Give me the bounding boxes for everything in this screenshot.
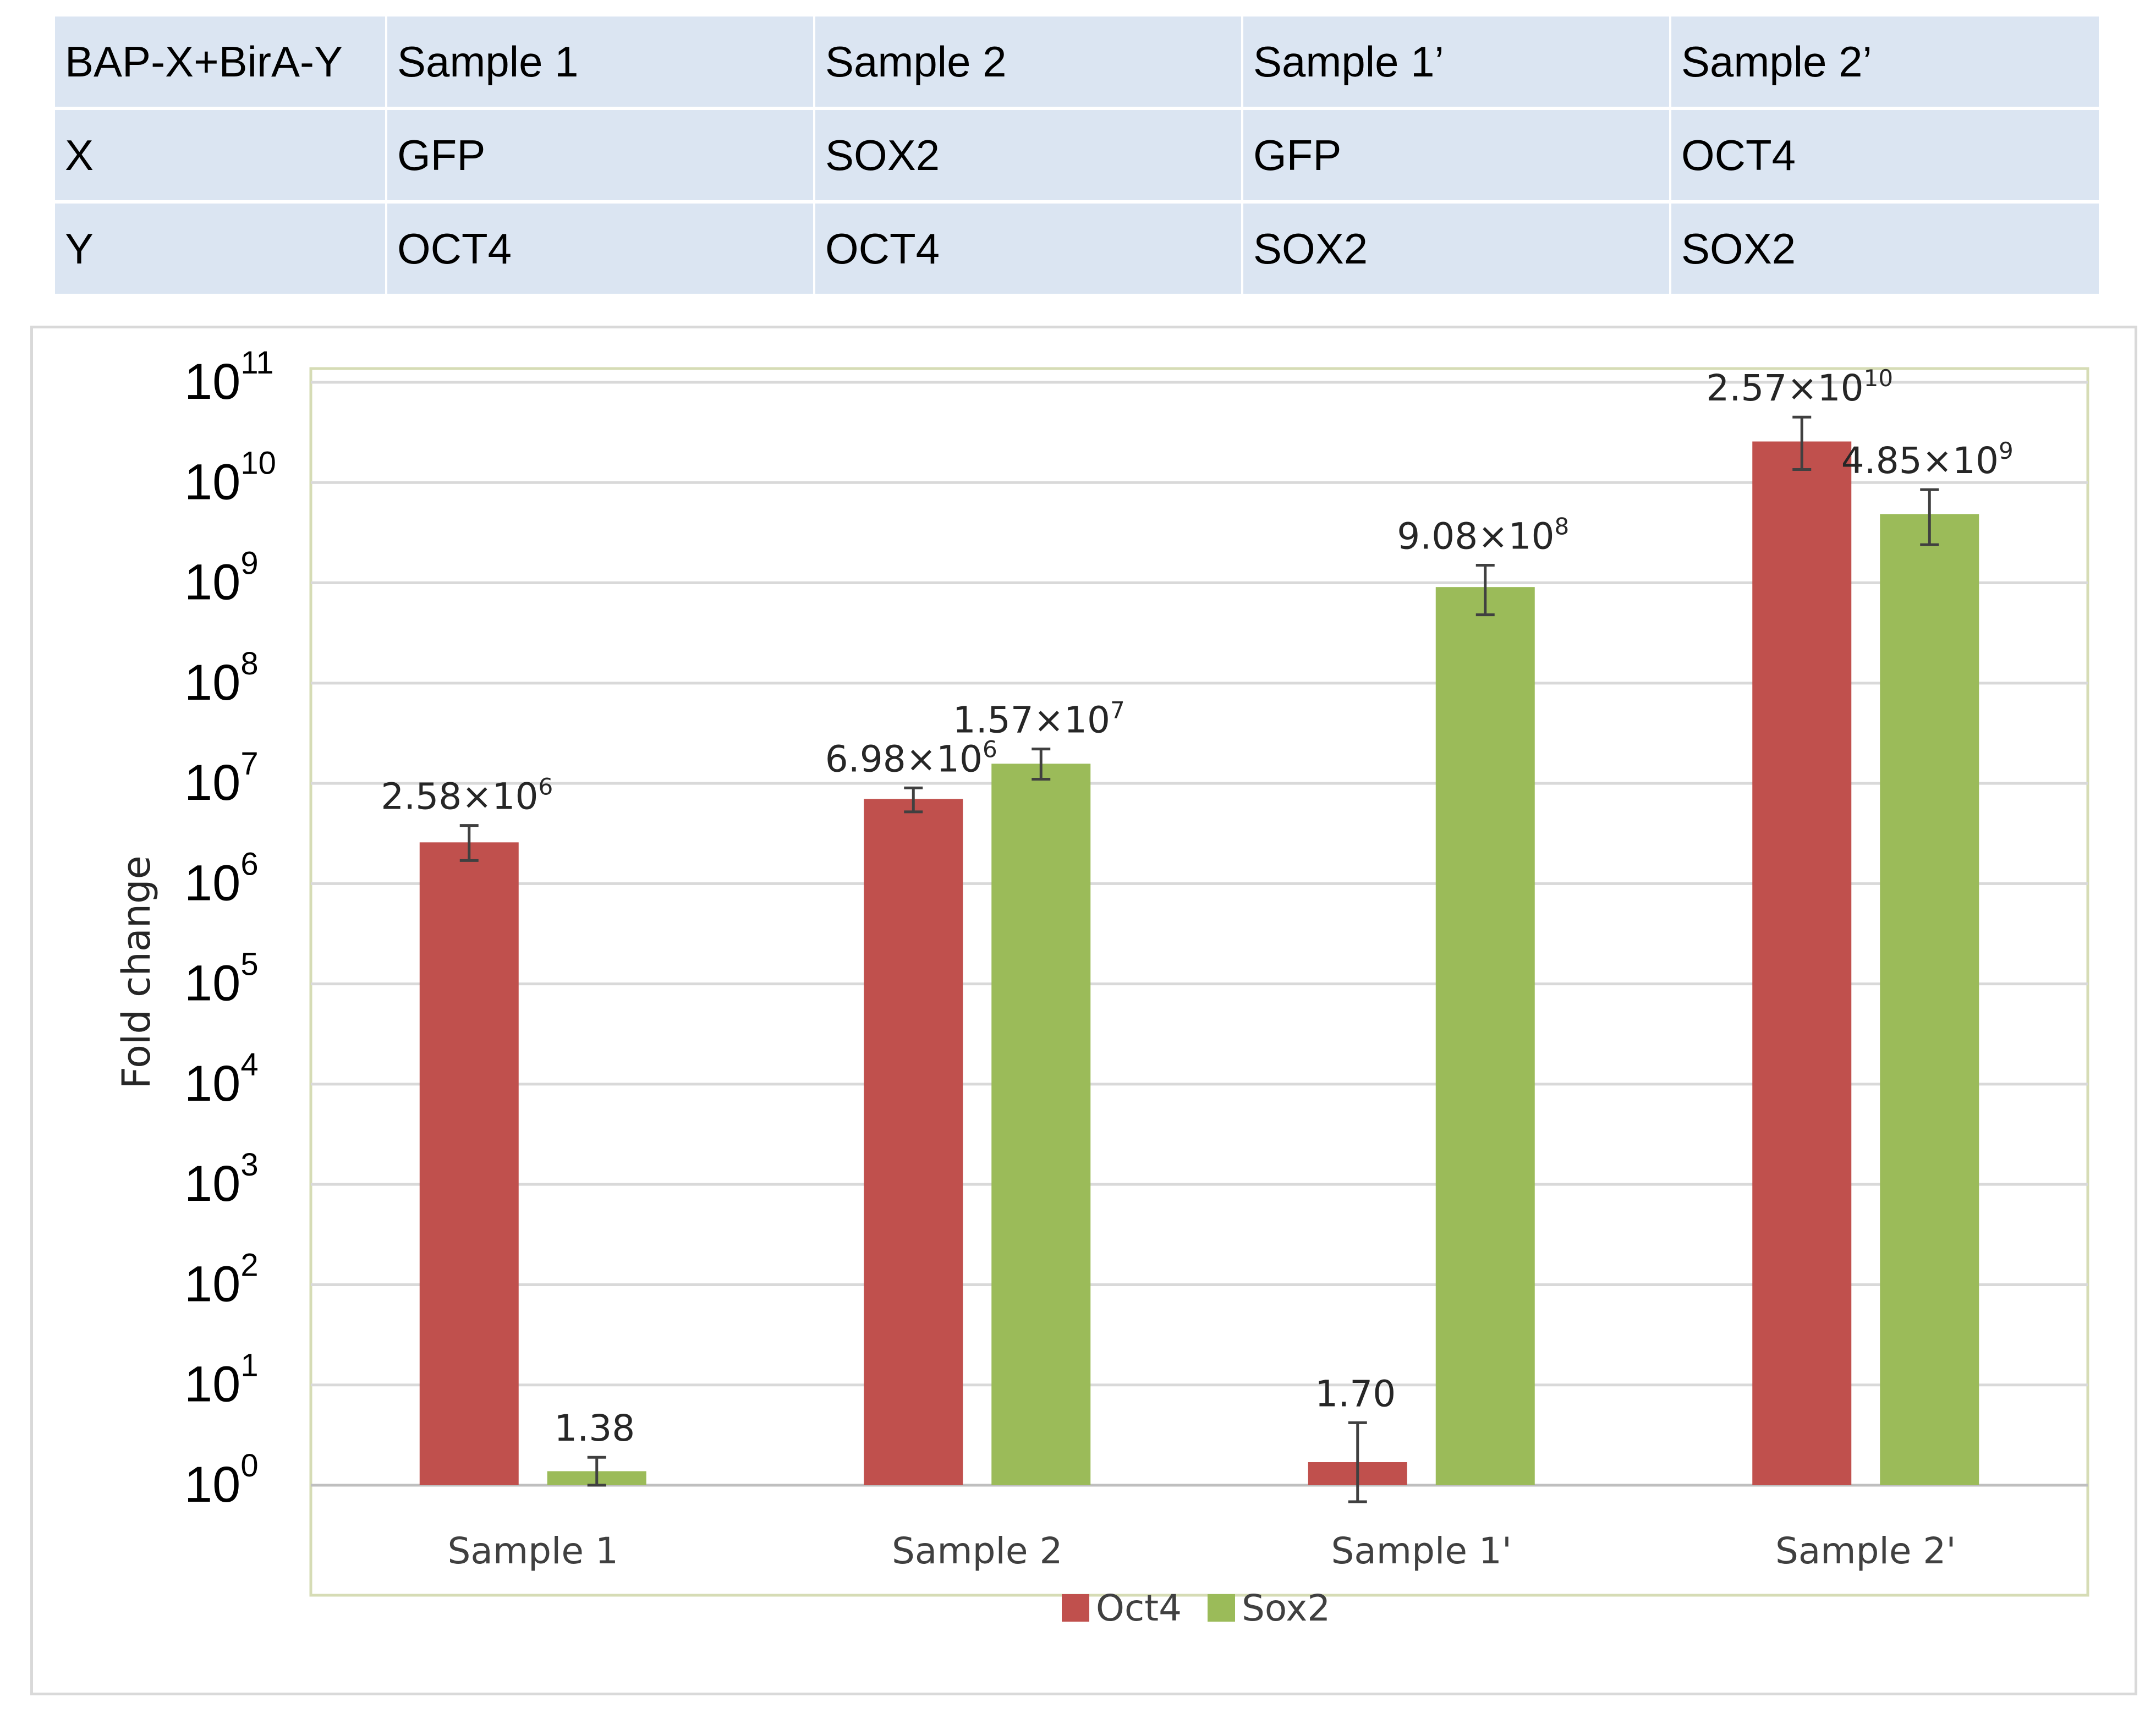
data-label: 1.38 <box>554 1407 635 1449</box>
y-axis-label: Fold change <box>114 855 159 1089</box>
data-label: 2.58×106 <box>381 773 553 818</box>
table-row: Y OCT4 OCT4 SOX2 SOX2 <box>55 202 2099 294</box>
bar-sox2 <box>1435 587 1535 1485</box>
y-tick-label: 102 <box>184 1247 259 1312</box>
y-tick-label: 105 <box>184 947 259 1012</box>
table-cell: Sample 2 <box>814 17 1243 110</box>
legend-swatch-sox2 <box>1208 1594 1235 1622</box>
y-tick-label: 103 <box>184 1147 259 1212</box>
y-tick-label: 104 <box>184 1047 259 1112</box>
data-label: 4.85×109 <box>1841 437 2014 482</box>
table-cell: SOX2 <box>1670 202 2099 294</box>
plot-area-border <box>309 367 2089 1597</box>
bar-oct4 <box>864 799 963 1485</box>
x-tick-label: Sample 2 <box>892 1530 1062 1572</box>
data-label: 9.08×108 <box>1397 513 1569 557</box>
table-cell: SOX2 <box>814 108 1243 204</box>
x-tick-label: Sample 2' <box>1775 1530 1956 1572</box>
data-label: 2.57×1010 <box>1706 365 1893 409</box>
y-tick-label: 101 <box>184 1348 259 1413</box>
table-cell: Y <box>55 202 387 294</box>
table-cell: BAP-X+BirA-Y <box>55 17 387 110</box>
table-cell: Sample 1’ <box>1242 17 1671 110</box>
data-label: 1.70 <box>1315 1372 1396 1415</box>
y-tick-label: 109 <box>184 546 259 611</box>
x-tick-label: Sample 1 <box>448 1530 618 1572</box>
table-cell: OCT4 <box>1670 108 2099 204</box>
x-tick-label: Sample 1' <box>1331 1530 1512 1572</box>
legend-swatch-oct4 <box>1062 1594 1089 1622</box>
table-cell: SOX2 <box>1242 202 1671 294</box>
y-tick-label: 108 <box>184 646 259 711</box>
table-cell: OCT4 <box>386 202 815 294</box>
sample-table: BAP-X+BirA-Y Sample 1 Sample 2 Sample 1’… <box>55 17 2099 294</box>
data-label: 1.57×107 <box>953 697 1125 742</box>
bar-chart: 100 101 102 103 104 105 106 107 108 109 1010 1011 Fo… <box>114 345 2089 1629</box>
table-cell: OCT4 <box>814 202 1243 294</box>
table-cell: GFP <box>1242 108 1671 204</box>
y-tick-label: 100 <box>184 1448 259 1513</box>
table-cell: Sample 1 <box>386 17 815 110</box>
bar-sox2 <box>1880 514 1979 1485</box>
data-label: 6.98×106 <box>825 735 997 780</box>
y-tick-label: 106 <box>184 846 259 911</box>
y-tick-label: 1010 <box>184 445 276 510</box>
legend-label: Sox2 <box>1242 1587 1330 1629</box>
chart-frame: 100 101 102 103 104 105 106 107 108 109 1010 1011 Fo… <box>30 326 2137 1695</box>
table-cell: X <box>55 108 387 204</box>
bar-oct4 <box>419 842 519 1485</box>
table-row: X GFP SOX2 GFP OCT4 <box>55 108 2099 204</box>
table-header-row: BAP-X+BirA-Y Sample 1 Sample 2 Sample 1’… <box>55 17 2099 110</box>
bar-oct4 <box>1752 441 1852 1485</box>
bar-sox2 <box>991 764 1091 1485</box>
legend-label: Oct4 <box>1096 1587 1182 1629</box>
y-tick-label: 1011 <box>184 345 274 410</box>
table-cell: Sample 2’ <box>1670 17 2099 110</box>
y-tick-label: 107 <box>184 746 259 811</box>
table-cell: GFP <box>386 108 815 204</box>
